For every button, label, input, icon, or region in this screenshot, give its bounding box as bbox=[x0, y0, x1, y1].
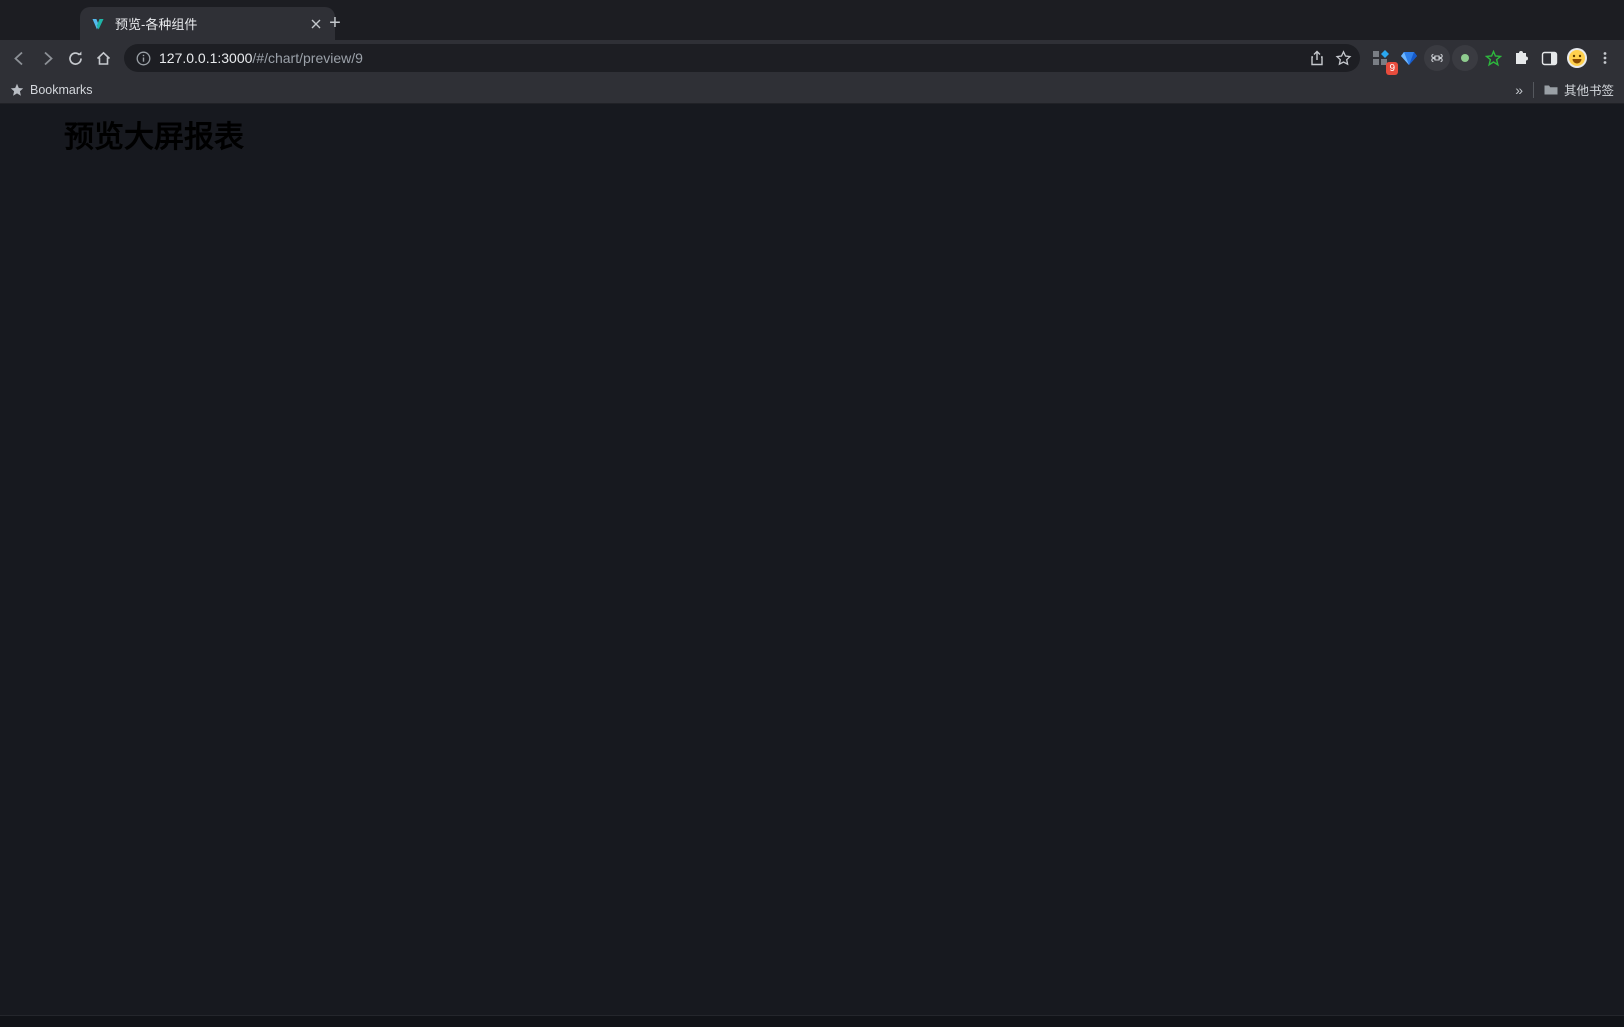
chart-line-gradient bbox=[503, 400, 871, 622]
extensions-puzzle-icon[interactable] bbox=[1508, 45, 1534, 71]
address-bar[interactable]: 127.0.0.1:3000/#/chart/preview/9 bbox=[124, 44, 1360, 72]
bookmarks-overflow-chevron[interactable]: » bbox=[1515, 81, 1523, 98]
chart-area-two-series bbox=[103, 678, 471, 918]
browser-toolbar: 127.0.0.1:3000/#/chart/preview/9 9 bbox=[0, 40, 1624, 76]
window-controls bbox=[14, 14, 68, 26]
chart-area-single bbox=[990, 386, 1346, 610]
browser-tab[interactable]: 预览-各种组件 bbox=[80, 7, 335, 40]
bookmarks-manager[interactable]: Bookmarks bbox=[10, 83, 93, 97]
close-window-button[interactable] bbox=[14, 14, 26, 26]
bookmark-star-icon[interactable] bbox=[1330, 45, 1356, 71]
chart-donut-week bbox=[555, 638, 959, 900]
reload-button[interactable] bbox=[62, 45, 88, 71]
chart-bar-horizontal bbox=[503, 150, 891, 368]
dashboard-page: 预览大屏报表 bbox=[0, 104, 1624, 1027]
new-tab-button[interactable]: + bbox=[329, 11, 341, 34]
command-extension-icon[interactable] bbox=[1424, 45, 1450, 71]
page-title: 预览大屏报表 bbox=[64, 121, 244, 154]
url-path: /#/chart/preview/9 bbox=[252, 50, 363, 66]
chart-city-progress bbox=[1000, 152, 1366, 388]
page-bottom-edge bbox=[0, 1015, 1624, 1027]
chart-bar-vertical bbox=[46, 146, 458, 364]
chart-gauge-progress bbox=[1093, 672, 1303, 882]
extension-badge: 9 bbox=[1386, 62, 1398, 75]
favicon-v-logo bbox=[92, 18, 104, 29]
sidebar-toggle-icon[interactable] bbox=[1536, 45, 1562, 71]
tab-close-icon[interactable] bbox=[307, 15, 325, 33]
folder-icon bbox=[1544, 85, 1558, 94]
site-info-icon[interactable] bbox=[136, 51, 151, 66]
browser-menu-icon[interactable] bbox=[1592, 45, 1618, 71]
bookmarks-star-icon bbox=[10, 83, 24, 96]
vue-devtools-icon[interactable] bbox=[1480, 45, 1506, 71]
back-button[interactable] bbox=[6, 45, 32, 71]
recorder-extension-icon[interactable] bbox=[1452, 45, 1478, 71]
home-button[interactable] bbox=[90, 45, 116, 71]
other-bookmarks[interactable]: 其他书签 bbox=[1544, 80, 1614, 99]
url-host: 127.0.0.1:3000 bbox=[159, 50, 253, 66]
tab-title: 预览-各种组件 bbox=[115, 17, 198, 32]
zoom-window-button[interactable] bbox=[56, 14, 68, 26]
bookmarks-label: Bookmarks bbox=[30, 82, 93, 97]
profile-avatar[interactable] bbox=[1564, 45, 1590, 71]
minimize-window-button[interactable] bbox=[35, 14, 47, 26]
chart-line-two-series bbox=[46, 428, 414, 658]
gem-extension-icon[interactable] bbox=[1396, 45, 1422, 71]
bookmarks-bar: Bookmarks » 其他书签 bbox=[0, 76, 1624, 104]
extension-grid-icon[interactable]: 9 bbox=[1368, 45, 1398, 75]
bookmarks-divider bbox=[1532, 81, 1534, 98]
tab-strip: 预览-各种组件 + bbox=[0, 0, 1624, 40]
share-icon[interactable] bbox=[1304, 45, 1330, 71]
forward-button[interactable] bbox=[34, 45, 60, 71]
